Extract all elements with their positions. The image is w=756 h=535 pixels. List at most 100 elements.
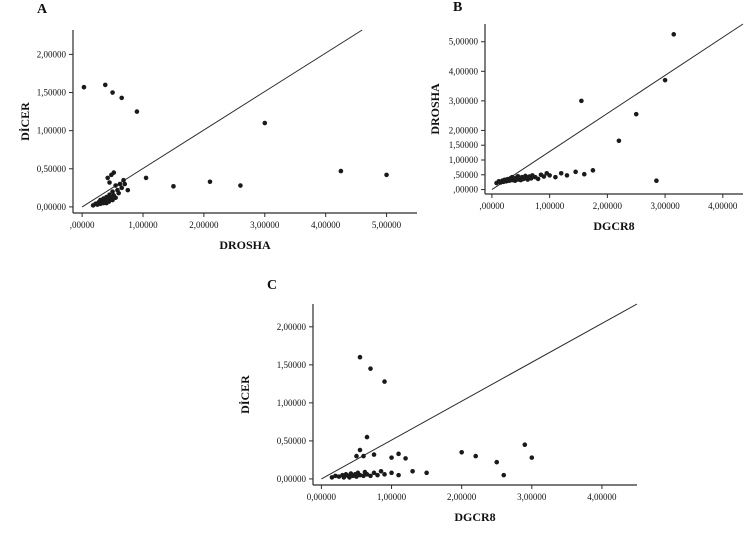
data-point xyxy=(547,173,552,178)
data-point xyxy=(573,169,578,175)
x-tick-label: ,00000 xyxy=(480,201,505,211)
y-tick-label: 2,00000 xyxy=(277,322,307,332)
panel-a: A 0,00000 0,50000 1,00000 1,50000 2,00000 ,00… xyxy=(15,0,435,265)
data-point xyxy=(357,447,363,453)
x-tick-label: 1,00000 xyxy=(377,492,407,502)
data-point xyxy=(113,183,118,188)
data-point xyxy=(119,95,125,101)
data-point xyxy=(110,90,115,95)
x-axis-title: DGCR8 xyxy=(593,219,634,233)
data-point xyxy=(354,453,359,459)
data-point xyxy=(541,174,547,179)
x-tick-label: 4,00000 xyxy=(311,220,341,230)
panel-b: B ,00000 ,50000 1,00000 1,50000 2,00000 3,000… xyxy=(425,0,755,240)
x-tick-label: 0,00000 xyxy=(307,492,337,502)
scatter-plot-drosha-vs-dgcr8: ,00000 ,50000 1,00000 1,50000 2,00000 3,00000… xyxy=(428,23,744,233)
data-point xyxy=(501,472,507,478)
data-point xyxy=(338,168,344,174)
data-point xyxy=(105,175,111,181)
y-axis-title: DİCER xyxy=(238,375,252,414)
data-point xyxy=(522,442,528,447)
data-point xyxy=(581,171,587,177)
data-point xyxy=(361,453,366,459)
scatter-plot-dicer-vs-drosha: 0,00000 0,50000 1,00000 1,50000 2,00000 ,0000… xyxy=(18,29,417,252)
x-tick-label: 1,00000 xyxy=(535,201,565,211)
x-tick-label: 2,00000 xyxy=(447,492,477,502)
data-point xyxy=(121,177,126,183)
y-tick-label: 2,00000 xyxy=(449,125,479,135)
data-point xyxy=(473,453,479,459)
y-tick-label: 0,00000 xyxy=(277,474,307,484)
data-point xyxy=(357,354,363,360)
data-point xyxy=(122,181,128,187)
data-point xyxy=(382,472,387,477)
data-point xyxy=(81,84,87,90)
x-tick-label: 2,00000 xyxy=(593,201,623,211)
reference-line xyxy=(321,303,638,480)
x-axis-title: DGCR8 xyxy=(454,510,495,524)
data-point xyxy=(396,472,401,478)
data-point xyxy=(125,187,131,193)
data-point xyxy=(102,82,108,88)
data-point xyxy=(459,449,464,455)
data-point xyxy=(371,452,377,457)
data-point xyxy=(262,120,268,126)
data-point xyxy=(382,379,387,384)
panel-c-label: C xyxy=(267,278,278,293)
data-point xyxy=(106,199,112,204)
data-point xyxy=(119,185,125,191)
data-point xyxy=(529,455,535,460)
x-tick-label: ,00000 xyxy=(70,220,95,230)
y-tick-label: 2,00000 xyxy=(37,49,67,59)
y-axis-title: DİCER xyxy=(18,102,32,141)
data-point xyxy=(633,111,639,117)
data-point xyxy=(579,98,584,104)
x-tick-label: 4,00000 xyxy=(708,201,738,211)
x-axis-title: DROSHA xyxy=(219,238,271,252)
y-tick-label: 1,00000 xyxy=(37,126,67,136)
data-point xyxy=(368,366,373,371)
data-point xyxy=(110,189,115,194)
panel-a-label: A xyxy=(37,2,48,17)
data-point xyxy=(111,170,117,175)
y-tick-label: 0,50000 xyxy=(37,164,67,174)
data-point xyxy=(207,179,213,185)
data-point xyxy=(336,474,342,479)
data-point xyxy=(654,178,659,183)
x-tick-label: 1,00000 xyxy=(128,220,158,230)
y-tick-label: 1,00000 xyxy=(277,398,307,408)
data-point xyxy=(113,195,118,201)
data-point xyxy=(396,451,401,457)
y-tick-label: 4,00000 xyxy=(449,66,479,76)
y-axis-title: DROSHA xyxy=(428,83,442,135)
data-point xyxy=(410,469,415,474)
data-point xyxy=(375,472,380,478)
data-point xyxy=(354,474,359,479)
y-tick-label: ,50000 xyxy=(453,170,478,180)
y-tick-label: 1,00000 xyxy=(449,155,479,165)
data-point xyxy=(364,472,370,477)
data-point xyxy=(134,109,140,114)
data-point xyxy=(378,469,384,474)
y-tick-label: 3,00000 xyxy=(449,96,479,106)
y-tick-label: 1,50000 xyxy=(37,88,67,98)
data-point xyxy=(671,32,677,37)
data-point xyxy=(494,459,500,465)
data-point xyxy=(558,171,564,176)
scatter-plot-dicer-vs-dgcr8: 0,00000 0,50000 1,00000 1,50000 2,00000 0,000… xyxy=(238,303,638,524)
data-point xyxy=(117,181,123,187)
y-tick-label: 0,50000 xyxy=(277,436,307,446)
x-tick-label: 5,00000 xyxy=(372,220,402,230)
x-tick-label: 4,00000 xyxy=(587,492,617,502)
y-tick-label: ,00000 xyxy=(453,185,478,195)
data-point xyxy=(364,434,370,440)
data-point xyxy=(368,473,373,479)
data-point xyxy=(238,183,243,188)
data-point xyxy=(553,174,558,180)
y-tick-label: 5,00000 xyxy=(449,37,479,47)
data-point xyxy=(116,190,121,196)
panel-c: C 0,00000 0,50000 1,00000 1,50000 2,00000 0,0… xyxy=(235,278,665,535)
data-point xyxy=(389,455,394,460)
data-point xyxy=(403,456,408,461)
